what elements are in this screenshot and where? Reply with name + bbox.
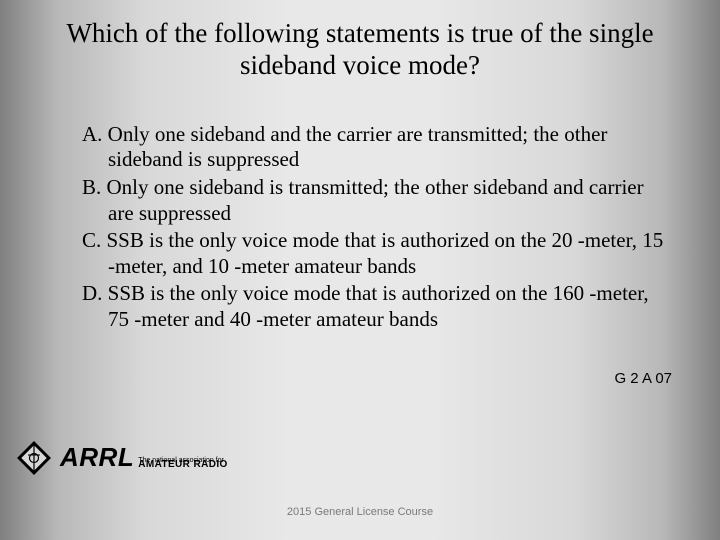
question-title: Which of the following statements is tru… <box>48 18 672 82</box>
answer-list: A. Only one sideband and the carrier are… <box>48 122 672 333</box>
arrl-logo: ARRL The national association for AMATEU… <box>14 438 228 478</box>
answer-b: B. Only one sideband is transmitted; the… <box>48 175 672 226</box>
arrl-text-block: ARRL The national association for AMATEU… <box>60 446 228 469</box>
slide-footer: 2015 General License Course <box>0 506 720 518</box>
answer-d: D. SSB is the only voice mode that is au… <box>48 281 672 332</box>
arrl-logo-text: ARRL <box>60 446 134 469</box>
answer-c: C. SSB is the only voice mode that is au… <box>48 228 672 279</box>
slide: Which of the following statements is tru… <box>0 0 720 540</box>
arrl-diamond-icon <box>14 438 54 478</box>
arrl-tagline-bottom: AMATEUR RADIO <box>138 460 227 470</box>
question-id: G 2 A 07 <box>614 370 672 387</box>
answer-a: A. Only one sideband and the carrier are… <box>48 122 672 173</box>
